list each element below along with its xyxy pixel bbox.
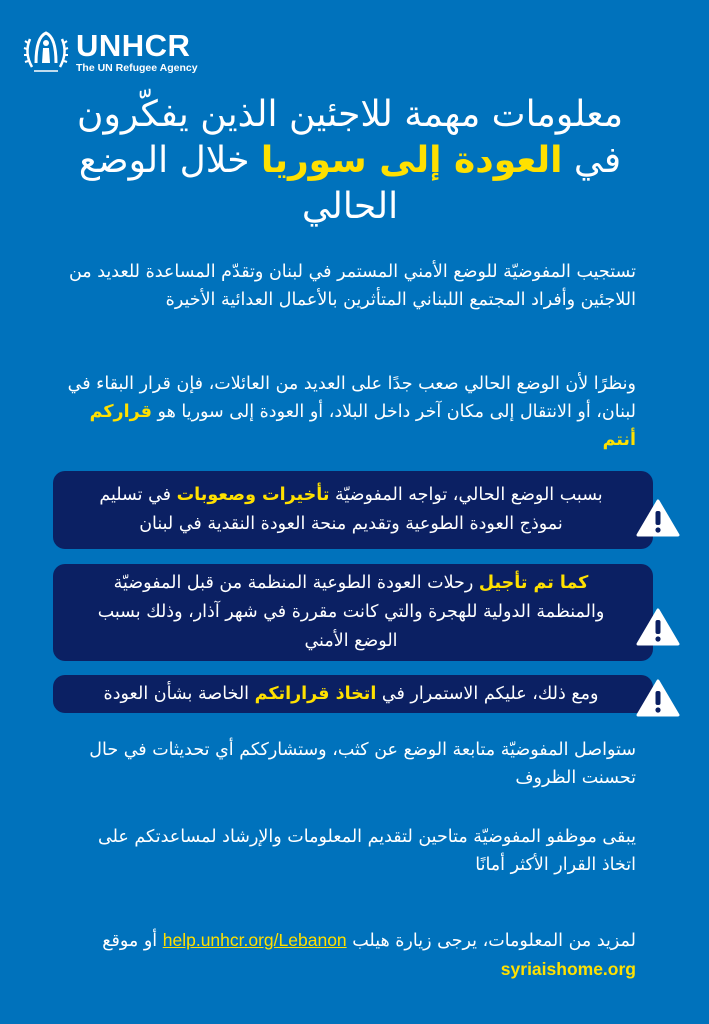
unhcr-logo: UNHCR The UN Refugee Agency [22,27,198,77]
logo-subtitle: The UN Refugee Agency [76,61,198,74]
title-text-end: خلال الوضع الحالي [78,140,399,227]
alert-text-end: الخاصة بشأن العودة [103,683,255,704]
unhcr-emblem-icon [23,31,69,72]
staff-paragraph: يبقى موظفو المفوضيّة متاحين لتقديم المعل… [98,827,636,875]
intro-paragraph: تستجيب المفوضيّة للوضع الأمني المستمر في… [68,262,636,310]
alert-highlight: تأخيرات وصعوبات [176,485,330,505]
alert-text: بسبب الوضع الحالي، تواجه المفوضيّة [329,485,603,505]
more-info-paragraph: لمزيد من المعلومات، يرجى زيارة هيلب help… [62,926,636,984]
updates-paragraph: ستواصل المفوضيّة متابعة الوضع عن كثب، وس… [89,740,636,788]
warning-icon [636,679,680,717]
alert-highlight: كما تم تأجيل [478,573,589,593]
warning-icon [636,499,680,537]
syriaishome-link[interactable]: syriaishome.org [500,959,636,979]
decision-paragraph: ونظرًا لأن الوضع الحالي صعب جدًا على الع… [62,370,636,454]
title-highlight: العودة إلى سوريا [260,140,563,181]
alert-text: ومع ذلك، عليكم الاستمرار في [376,683,599,704]
alert-box-delays: بسبب الوضع الحالي، تواجه المفوضيّة تأخير… [53,471,653,549]
help-unhcr-link[interactable]: help.unhcr.org/Lebanon [162,930,347,950]
alert-box-postponed: كما تم تأجيل رحلات العودة الطوعية المنظم… [53,564,653,661]
page-title: معلومات مهمة للاجئين الذين يفكّرون في ال… [60,92,640,230]
alert-text: رحلات العودة الطوعية المنظمة من قبل المف… [97,573,605,651]
alert-box-decisions: ومع ذلك، عليكم الاستمرار في اتخاذ قرارات… [53,675,653,713]
more-info-text-middle: أو موقع [102,931,163,951]
decision-text: ونظرًا لأن الوضع الحالي صعب جدًا على الع… [67,374,636,422]
warning-icon [636,608,680,646]
decision-highlight: قراركم أنتم [89,402,636,450]
title-text: معلومات مهمة للاجئين الذين يفكّرون في [77,94,623,181]
alert-highlight: اتخاذ قراراتكم [254,683,377,704]
logo-name: UNHCR [76,27,191,63]
alert-text-end: في تسليم نموذج العودة الطوعية وتقديم منح… [99,485,563,534]
more-info-text: لمزيد من المعلومات، يرجى زيارة هيلب [346,931,636,951]
